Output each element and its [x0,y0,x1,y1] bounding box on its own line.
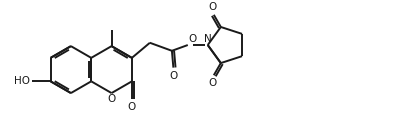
Text: N: N [204,34,212,44]
Text: O: O [209,78,217,88]
Text: O: O [107,94,116,104]
Text: HO: HO [14,76,30,86]
Text: O: O [128,102,136,112]
Text: O: O [209,2,217,12]
Text: O: O [169,71,178,81]
Text: O: O [189,34,197,44]
